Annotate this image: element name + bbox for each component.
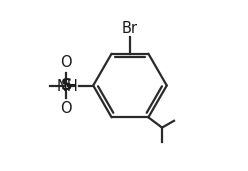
Text: Br: Br	[122, 21, 138, 36]
Text: O: O	[61, 55, 72, 70]
Text: O: O	[61, 101, 72, 116]
Text: S: S	[61, 78, 72, 93]
Text: NH: NH	[57, 79, 78, 94]
